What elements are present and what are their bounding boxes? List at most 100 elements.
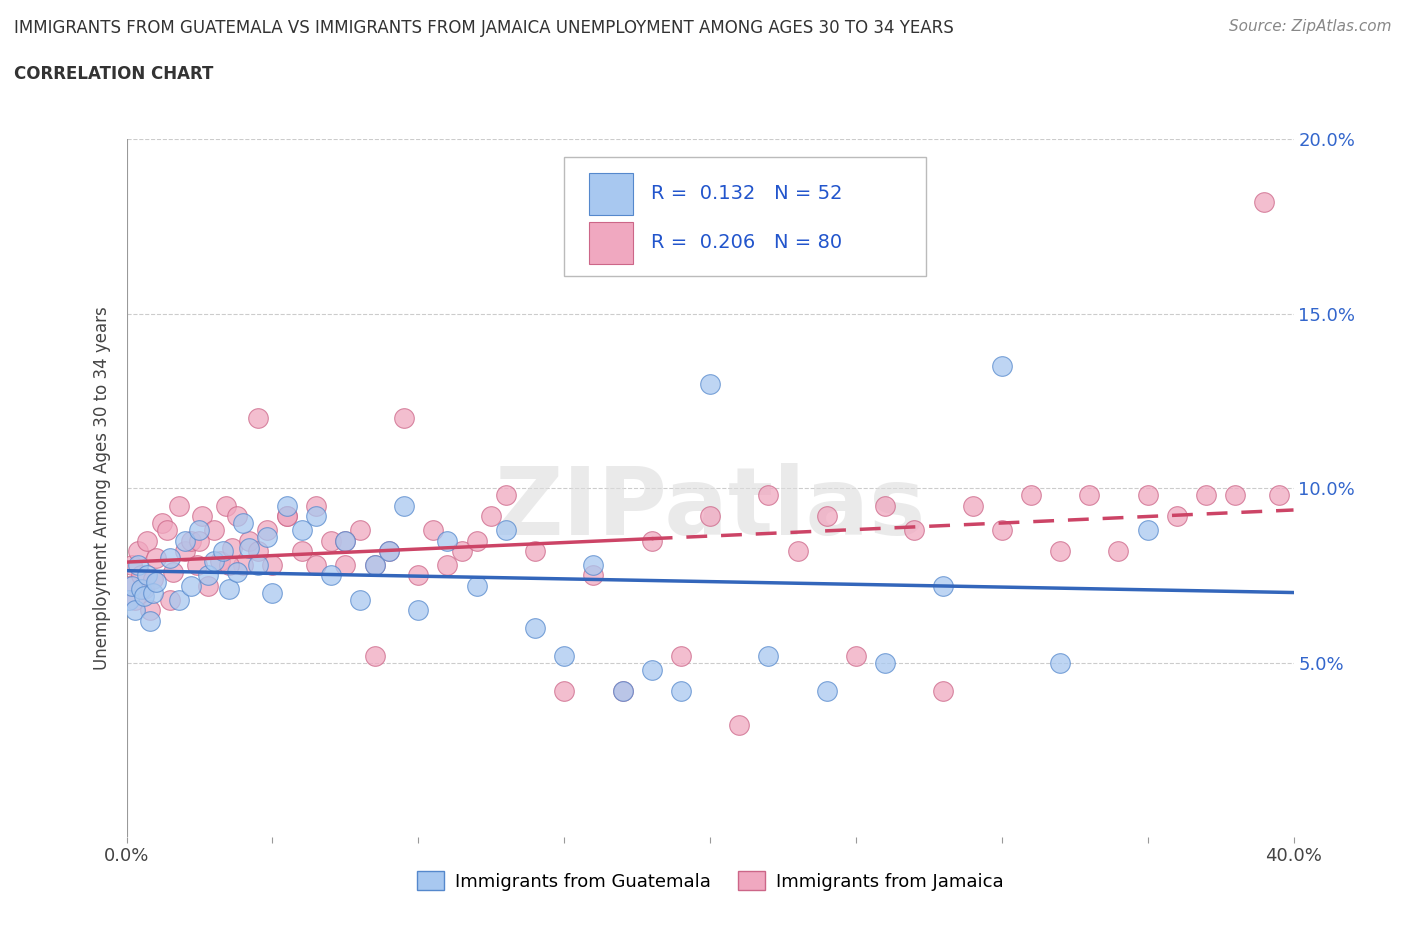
Point	[422, 523, 444, 538]
Point	[756, 648, 779, 663]
Point	[180, 578, 202, 593]
Point	[1049, 543, 1071, 558]
Point	[612, 683, 634, 698]
Point	[582, 568, 605, 583]
Point	[221, 540, 243, 555]
Point	[640, 662, 664, 677]
Point	[495, 523, 517, 538]
Point	[392, 411, 415, 426]
Point	[139, 603, 162, 618]
Point	[188, 533, 211, 548]
Point	[1049, 656, 1071, 671]
Point	[211, 543, 233, 558]
Point	[305, 558, 328, 573]
Point	[290, 543, 312, 558]
Point	[124, 592, 146, 607]
Point	[875, 498, 897, 513]
Point	[246, 558, 269, 573]
Point	[129, 568, 152, 583]
Point	[202, 554, 225, 569]
Point	[226, 509, 249, 524]
Point	[932, 683, 955, 698]
Point	[132, 582, 155, 597]
FancyBboxPatch shape	[564, 157, 927, 275]
Point	[436, 533, 458, 548]
Point	[208, 554, 231, 569]
Point	[215, 498, 238, 513]
Point	[132, 589, 155, 604]
Point	[121, 558, 143, 573]
Point	[188, 523, 211, 538]
Point	[1136, 488, 1159, 503]
Point	[238, 540, 260, 555]
Point	[180, 533, 202, 548]
Point	[145, 551, 167, 565]
Point	[335, 533, 357, 548]
Point	[845, 648, 868, 663]
Point	[162, 565, 184, 579]
Point	[1019, 488, 1042, 503]
Point	[553, 648, 575, 663]
Point	[451, 543, 474, 558]
Y-axis label: Unemployment Among Ages 30 to 34 years: Unemployment Among Ages 30 to 34 years	[93, 306, 111, 671]
Point	[319, 533, 342, 548]
Point	[246, 543, 269, 558]
Text: R =  0.132   N = 52: R = 0.132 N = 52	[651, 184, 842, 204]
Point	[129, 582, 152, 597]
Point	[156, 523, 179, 538]
Point	[186, 558, 208, 573]
Point	[392, 498, 415, 513]
Text: CORRELATION CHART: CORRELATION CHART	[14, 65, 214, 83]
Point	[232, 515, 254, 530]
Point	[378, 543, 401, 558]
Point	[238, 533, 260, 548]
Point	[167, 592, 190, 607]
Point	[139, 614, 162, 629]
Point	[226, 565, 249, 579]
Point	[524, 620, 547, 635]
Point	[256, 530, 278, 545]
Point	[699, 377, 721, 392]
Point	[145, 575, 167, 590]
Point	[256, 523, 278, 538]
Point	[786, 543, 808, 558]
Point	[262, 558, 284, 573]
Point	[363, 558, 385, 573]
Point	[875, 656, 897, 671]
FancyBboxPatch shape	[589, 173, 633, 215]
Point	[232, 558, 254, 573]
Point	[756, 488, 779, 503]
Point	[436, 558, 458, 573]
Point	[246, 411, 269, 426]
Point	[1078, 488, 1101, 503]
Point	[118, 578, 141, 593]
Point	[127, 543, 149, 558]
Point	[582, 558, 605, 573]
Point	[218, 582, 240, 597]
Point	[495, 488, 517, 503]
Point	[202, 523, 225, 538]
Point	[990, 523, 1012, 538]
Point	[218, 558, 240, 573]
Point	[479, 509, 502, 524]
Point	[408, 568, 430, 583]
Point	[962, 498, 984, 513]
Point	[669, 648, 692, 663]
Legend: Immigrants from Guatemala, Immigrants from Jamaica: Immigrants from Guatemala, Immigrants fr…	[409, 864, 1011, 897]
Point	[142, 571, 165, 587]
Point	[142, 586, 165, 601]
Point	[363, 558, 385, 573]
Point	[159, 551, 181, 565]
Point	[553, 683, 575, 698]
Point	[640, 533, 664, 548]
Point	[815, 509, 838, 524]
Point	[612, 683, 634, 698]
Point	[276, 509, 298, 524]
Point	[1253, 195, 1275, 210]
FancyBboxPatch shape	[589, 222, 633, 264]
Point	[124, 603, 146, 618]
Text: ZIPatlas: ZIPatlas	[495, 463, 925, 555]
Point	[363, 648, 385, 663]
Point	[319, 568, 342, 583]
Point	[1195, 488, 1218, 503]
